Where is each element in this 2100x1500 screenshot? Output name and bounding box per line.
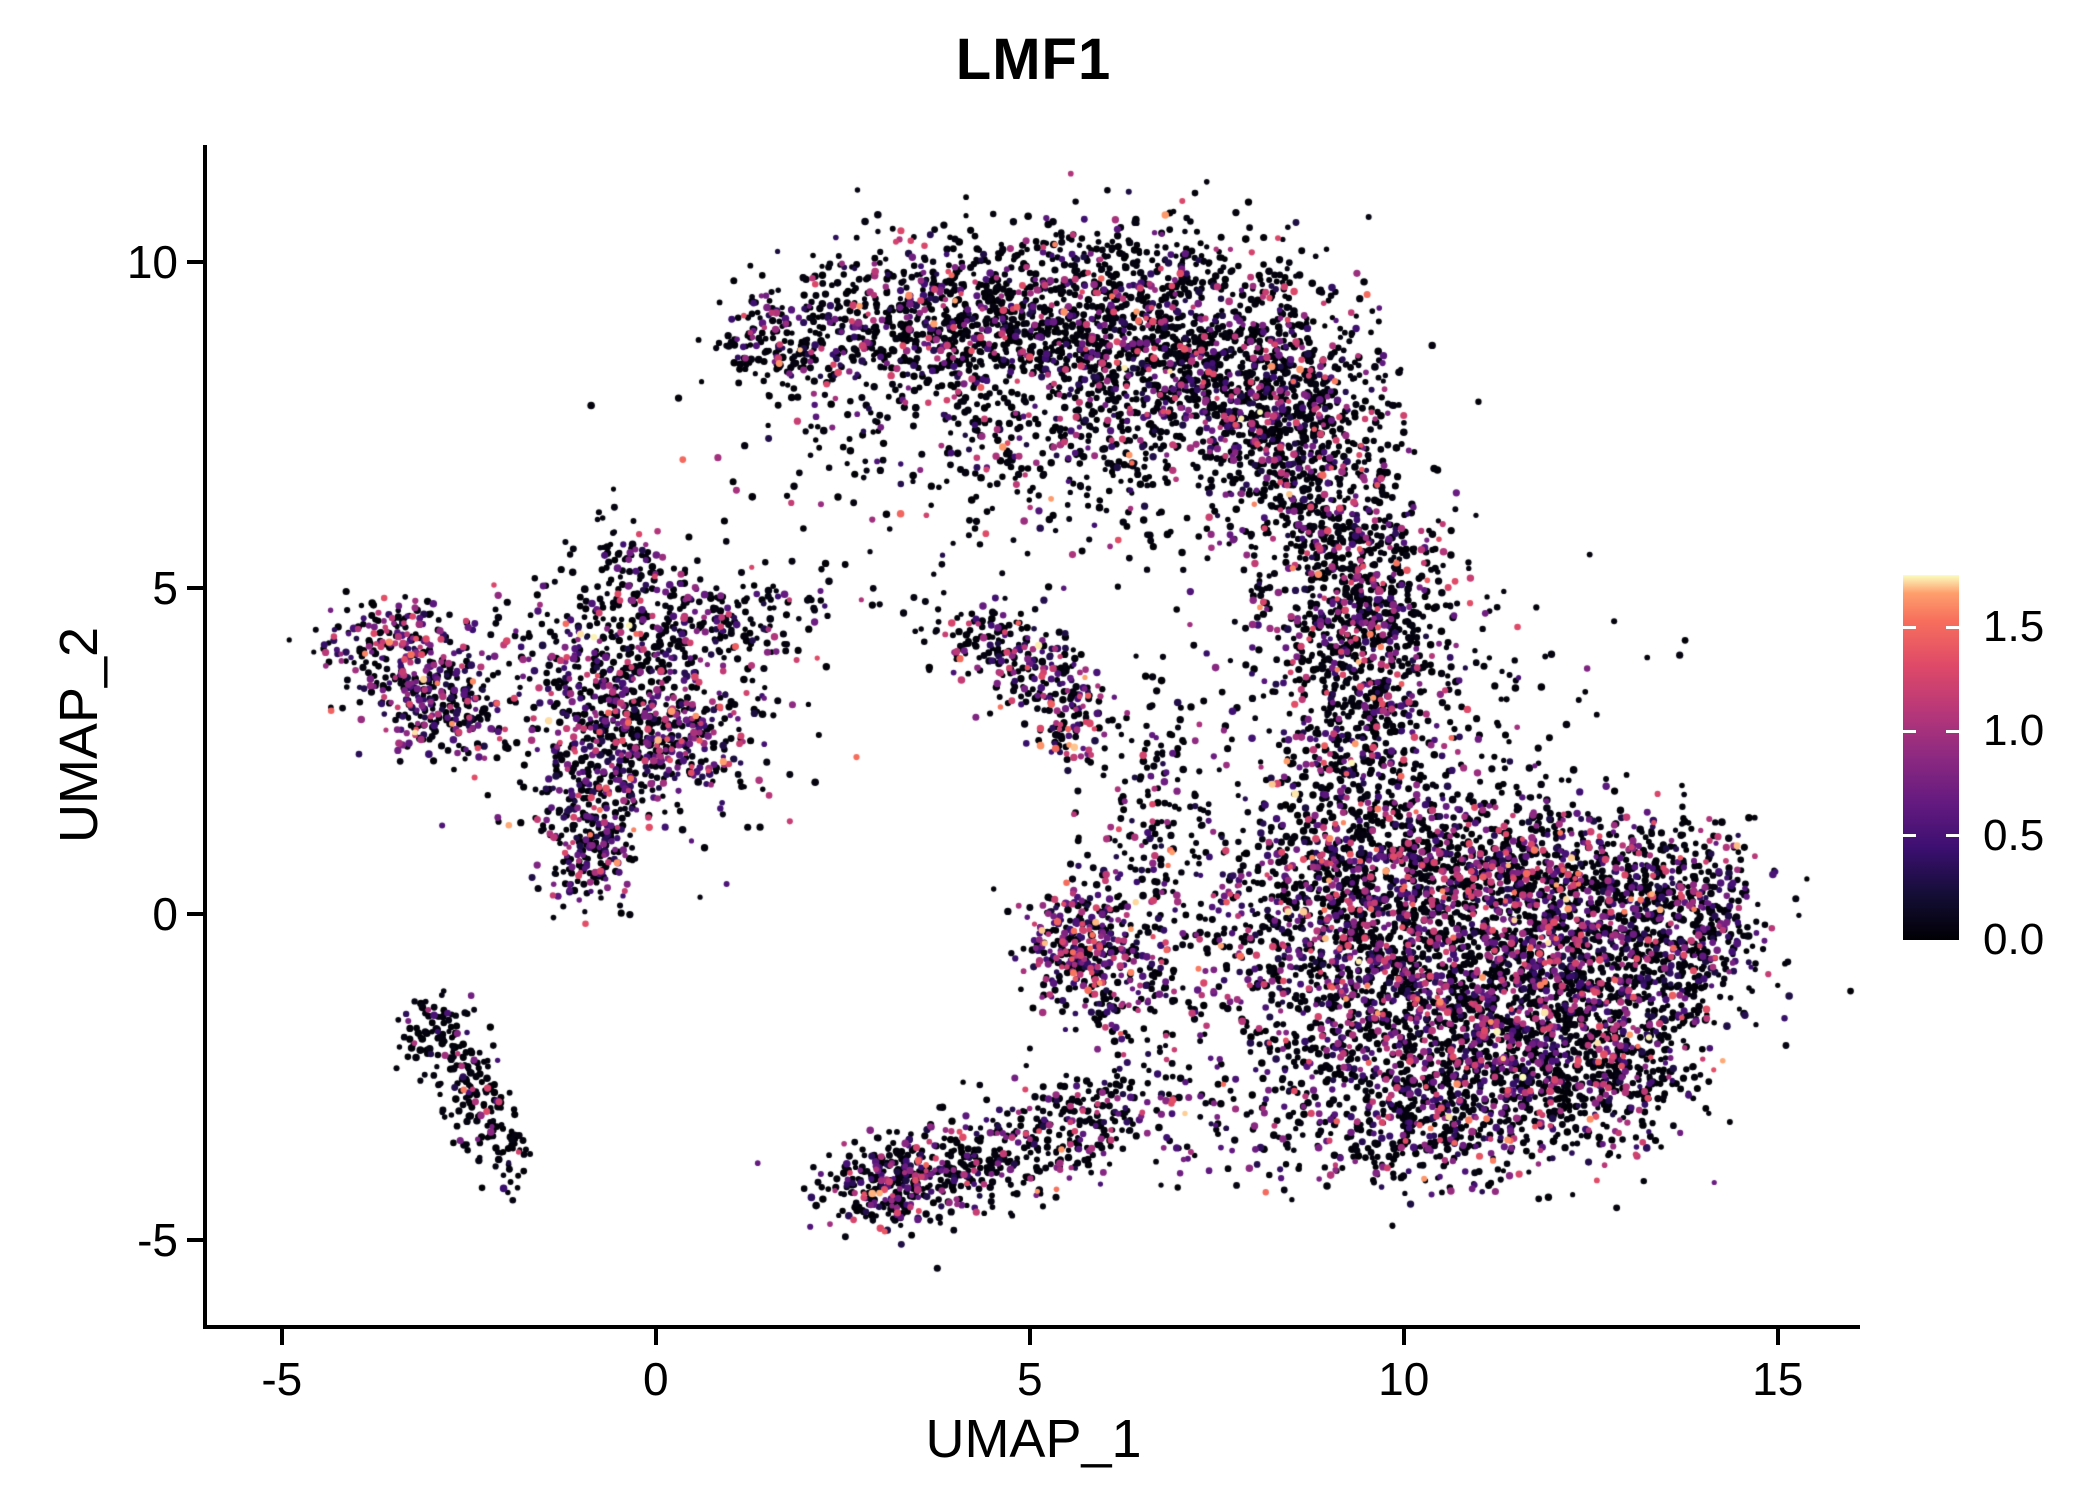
- x-tick-mark: [279, 1329, 284, 1345]
- colorbar-tick-mark: [1903, 834, 1916, 838]
- colorbar-tick-mark: [1903, 729, 1916, 733]
- y-tick-mark: [187, 912, 203, 917]
- x-tick-label: 0: [642, 1353, 669, 1405]
- y-axis-label: UMAP_2: [49, 626, 109, 844]
- x-tick-label: 10: [1378, 1353, 1430, 1405]
- colorbar-tick-label: 0.0: [1983, 915, 2045, 964]
- colorbar-tick-mark: [1946, 729, 1959, 733]
- chart-title: LMF1: [955, 27, 1112, 92]
- x-tick-mark: [1775, 1329, 1780, 1345]
- y-tick-label: 0: [152, 888, 178, 941]
- y-tick-mark: [187, 586, 203, 591]
- y-tick-mark: [187, 260, 203, 265]
- x-tick-label: 15: [1752, 1353, 1804, 1405]
- colorbar-gradient: [1903, 575, 1959, 940]
- colorbar-tick-mark: [1946, 625, 1959, 629]
- colorbar-tick-label: 1.5: [1983, 602, 2045, 652]
- y-tick-label: 5: [152, 562, 178, 615]
- x-tick-mark: [653, 1329, 658, 1345]
- y-tick-mark: [187, 1238, 203, 1243]
- plot-panel: [203, 145, 1860, 1329]
- colorbar-tick-label: 0.5: [1983, 810, 2045, 860]
- x-tick-mark: [1401, 1329, 1406, 1345]
- x-axis-label: UMAP_1: [925, 1409, 1142, 1469]
- x-tick-label: -5: [261, 1353, 303, 1405]
- x-tick-mark: [1027, 1329, 1032, 1345]
- x-tick-label: 5: [1016, 1353, 1043, 1405]
- scatter-canvas: [207, 145, 1860, 1325]
- colorbar-tick-mark: [1946, 834, 1959, 838]
- colorbar-tick-mark: [1903, 625, 1916, 629]
- colorbar-tick-label: 1.0: [1983, 706, 2045, 756]
- y-tick-label: -5: [137, 1214, 178, 1267]
- y-tick-label: 10: [126, 236, 178, 289]
